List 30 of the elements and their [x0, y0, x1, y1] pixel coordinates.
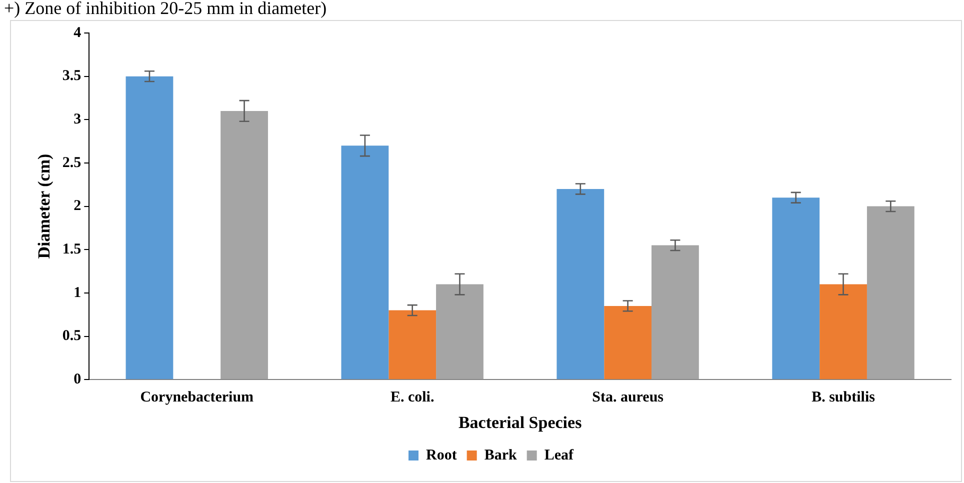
- legend-label: Bark: [484, 447, 518, 464]
- x-tick-label: Corynebacterium: [140, 389, 254, 406]
- x-tick-label: Sta. aureus: [592, 389, 664, 406]
- x-tick-label: E. coli.: [390, 389, 434, 406]
- bar: [820, 284, 867, 380]
- bar: [652, 245, 699, 380]
- y-tick-label: 1: [74, 284, 82, 301]
- x-tick-label: B. subtilis: [812, 389, 876, 406]
- bar: [126, 76, 174, 380]
- bar: [436, 284, 484, 380]
- y-tick-label: 2.5: [62, 154, 82, 171]
- bar: [556, 188, 604, 380]
- x-axis-title: Bacterial Species: [458, 413, 582, 432]
- bar: [772, 198, 820, 380]
- bar: [866, 206, 914, 380]
- bar: [341, 146, 389, 380]
- y-tick-label: 3: [74, 112, 82, 128]
- legend-label: Leaf: [544, 447, 574, 464]
- bar: [388, 310, 436, 380]
- y-tick-label: 0.5: [62, 328, 82, 344]
- text: +) Zone of inhibition 20-25 mm in diameter): [4, 0, 327, 19]
- y-axis-title: Diameter (cm): [34, 154, 54, 259]
- y-tick-label: 4: [74, 24, 82, 41]
- y-tick-label: 2: [74, 198, 82, 214]
- legend-label: Root: [426, 447, 457, 464]
- y-tick-label: 0: [74, 371, 82, 388]
- y-tick-label: 1.5: [62, 242, 82, 258]
- y-tick-label: 3.5: [62, 68, 82, 84]
- bar: [604, 306, 652, 380]
- bar: [220, 110, 268, 380]
